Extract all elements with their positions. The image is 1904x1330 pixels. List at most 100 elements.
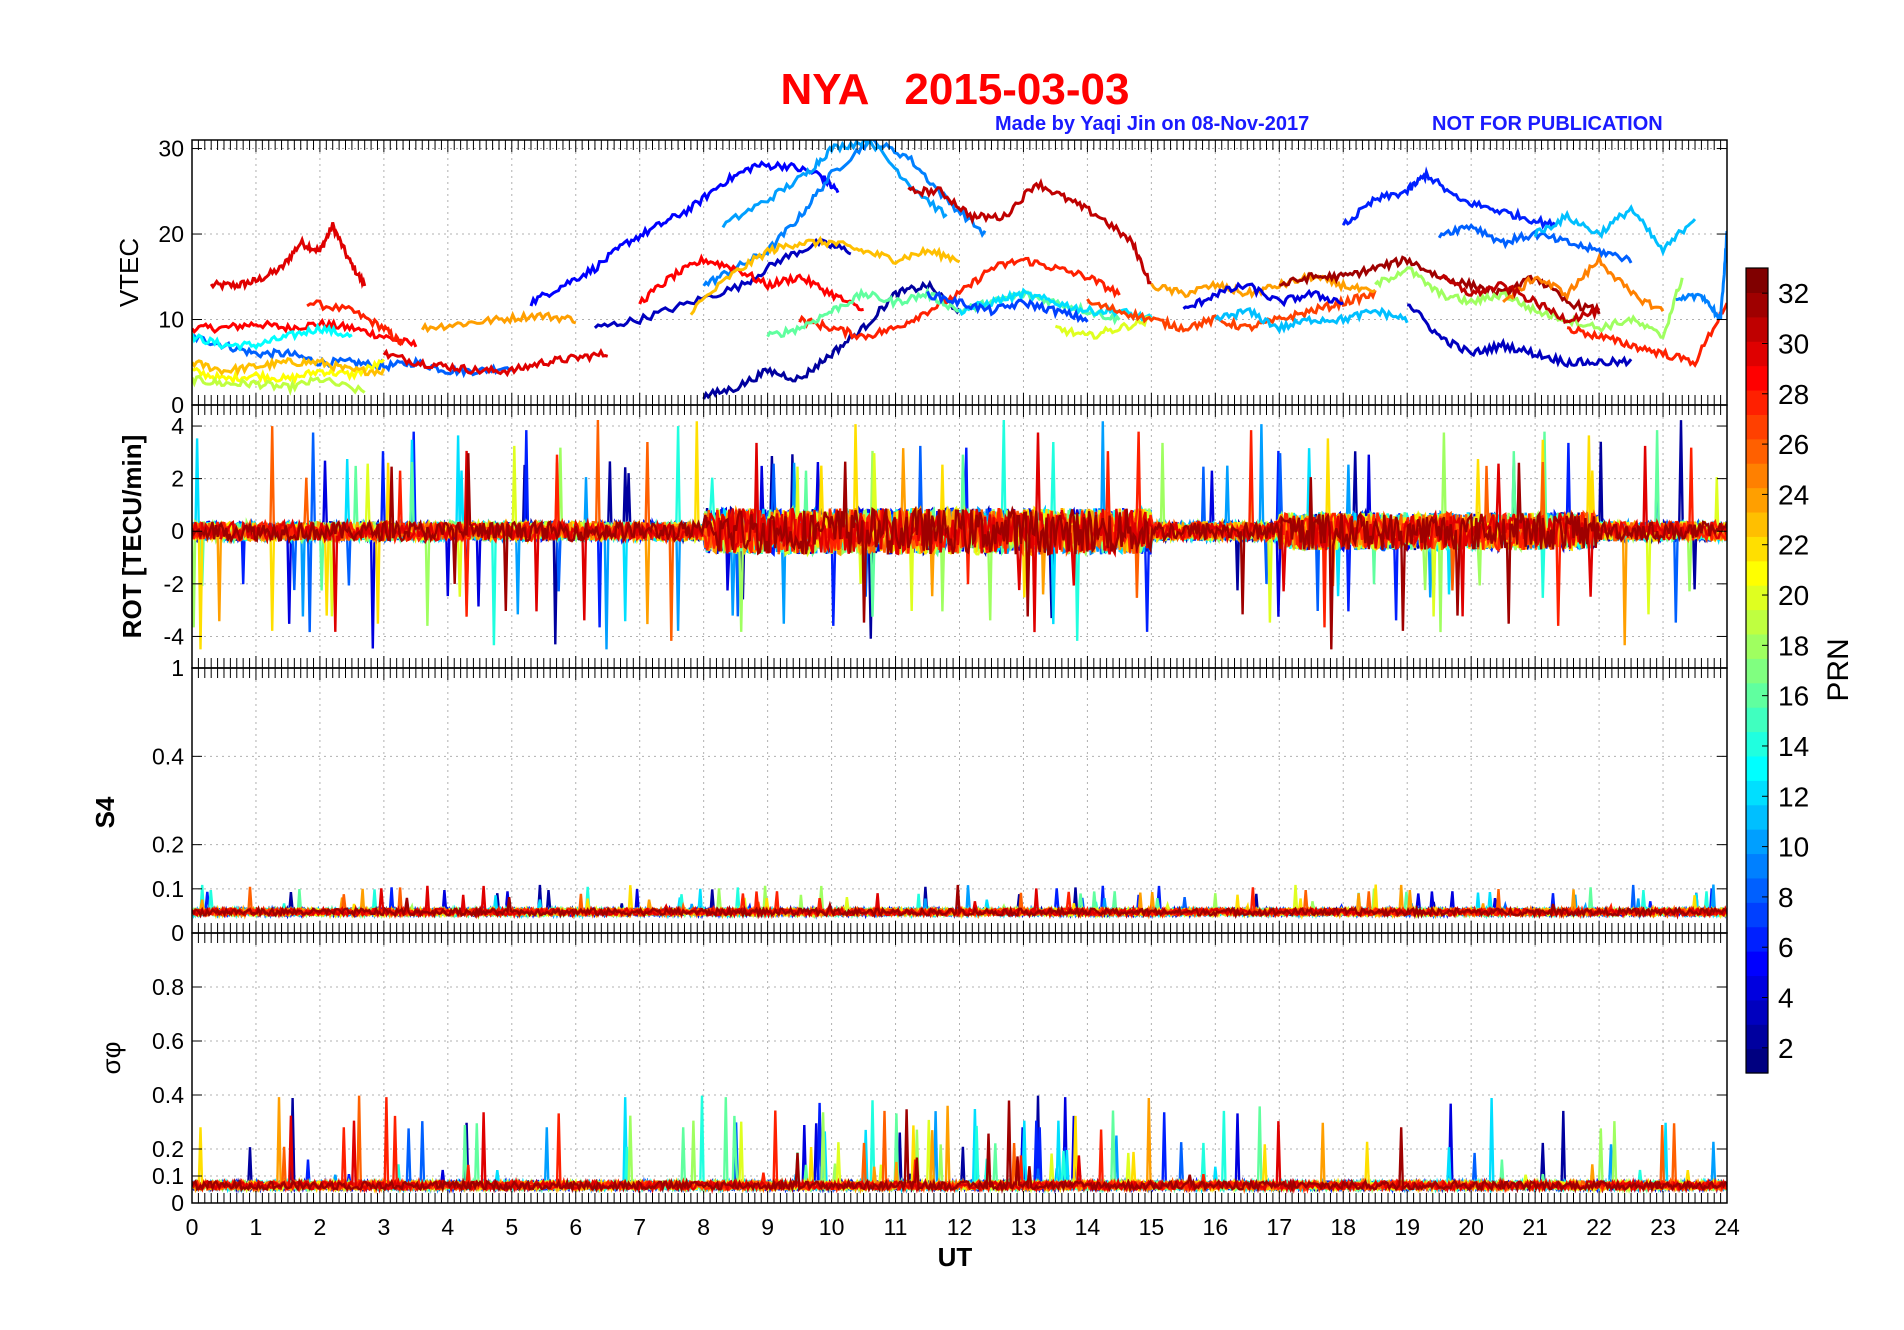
vtec-series-prn-11 bbox=[1533, 204, 1697, 257]
x-tick-label: 14 bbox=[1075, 1214, 1101, 1240]
vtec-series-prn-29 bbox=[638, 253, 864, 312]
colorbar-tick-label: 16 bbox=[1778, 681, 1809, 712]
colorbar-tick-label: 22 bbox=[1778, 530, 1809, 561]
x-tick-label: 22 bbox=[1586, 1214, 1612, 1240]
vtec-series-prn-23 bbox=[192, 356, 386, 378]
vtec-series-prn-3 bbox=[1407, 303, 1633, 368]
x-tick-label: 24 bbox=[1714, 1214, 1740, 1240]
x-tick-label: 21 bbox=[1522, 1214, 1548, 1240]
y-axis-label: S4 bbox=[90, 796, 120, 828]
colorbar-band bbox=[1746, 438, 1768, 464]
vtec-series-prn-23 bbox=[689, 235, 961, 316]
colorbar-tick-label: 14 bbox=[1778, 731, 1809, 762]
y-tick-label: 30 bbox=[158, 136, 184, 162]
colorbar-band bbox=[1746, 1048, 1768, 1074]
colorbar-label: PRN bbox=[1822, 638, 1855, 701]
vtec-series-prn-7 bbox=[926, 290, 1089, 324]
vtec-series-prn-24 bbox=[420, 310, 577, 334]
vtec-series-prn-10 bbox=[721, 140, 948, 229]
vtec-series-prn-8 bbox=[1437, 222, 1633, 264]
vtec-series-prn-28 bbox=[1566, 302, 1727, 368]
x-tick-label: 7 bbox=[633, 1214, 646, 1240]
colorbar-band bbox=[1746, 585, 1768, 611]
x-tick-label: 8 bbox=[697, 1214, 710, 1240]
x-axis-label: UT bbox=[938, 1242, 973, 1272]
vtec-series-prn-30 bbox=[382, 348, 609, 378]
vtec-series-prn-2 bbox=[702, 279, 961, 400]
vtec-series-prn-3 bbox=[593, 237, 852, 329]
panel-1-traces bbox=[192, 140, 1727, 400]
colorbar-band bbox=[1746, 853, 1768, 879]
y-tick-label: -2 bbox=[164, 571, 184, 597]
panel-3: 0.4 0.2 0.1 0 1 S4 bbox=[90, 655, 1728, 946]
y-tick-label: 1 bbox=[171, 655, 184, 681]
colorbar-band bbox=[1746, 292, 1768, 318]
y-tick-label: 0.8 bbox=[152, 974, 184, 1000]
colorbar-band bbox=[1746, 560, 1768, 586]
y-tick-label: 0 bbox=[171, 1190, 184, 1216]
colorbar-band bbox=[1746, 682, 1768, 708]
x-tick-label: 15 bbox=[1139, 1214, 1165, 1240]
colorbar-frame bbox=[1745, 267, 1769, 1074]
vtec-series-prn-6 bbox=[1341, 166, 1556, 231]
panel-2-series-prn-32 bbox=[192, 453, 1727, 650]
colorbar-band bbox=[1746, 975, 1768, 1001]
colorbar-band bbox=[1746, 268, 1768, 293]
colorbar-band bbox=[1746, 487, 1768, 513]
y-tick-label: 0.1 bbox=[152, 1163, 184, 1189]
x-tick-label: 10 bbox=[819, 1214, 845, 1240]
credit-text: Made by Yaqi Jin on 08-Nov-2017 bbox=[995, 113, 1309, 135]
panel-1: 30 20 10 0 VTEC bbox=[114, 136, 1728, 418]
y-tick-label: 0.2 bbox=[152, 832, 184, 858]
vtec-series-prn-31 bbox=[907, 177, 1152, 285]
vtec-series-prn-11 bbox=[1214, 306, 1409, 335]
y-tick-label: 0 bbox=[171, 518, 184, 544]
vtec-series-prn-20 bbox=[1054, 315, 1153, 340]
colorbar-tick-label: 8 bbox=[1778, 882, 1794, 913]
colorbar-band bbox=[1746, 755, 1768, 781]
y-tick-label: 0.6 bbox=[152, 1028, 184, 1054]
x-tick-label: 6 bbox=[569, 1214, 582, 1240]
y-tick-label: 20 bbox=[158, 221, 184, 247]
colorbar-tick-label: 30 bbox=[1778, 328, 1809, 359]
vtec-series-prn-28 bbox=[306, 299, 405, 347]
colorbar-tick-label: 12 bbox=[1778, 781, 1809, 812]
y-tick-label: 0.4 bbox=[152, 743, 184, 769]
publication-notice: NOT FOR PUBLICATION bbox=[1432, 113, 1663, 135]
panel-4-series-prn-32 bbox=[192, 1100, 1727, 1194]
colorbar: 32 30 28 26 24 22 20 18 16 14 12 10 8 6 4 2 PRN bbox=[1745, 267, 1855, 1074]
colorbar-band bbox=[1746, 999, 1768, 1025]
vtec-series-prn-4 bbox=[1182, 281, 1344, 310]
vtec-series-prn-24 bbox=[1150, 271, 1377, 299]
panel-3-series-prn-32 bbox=[192, 884, 1727, 920]
colorbar-tick-label: 4 bbox=[1778, 983, 1794, 1014]
colorbar-band bbox=[1746, 707, 1768, 733]
colorbar-tick-label: 32 bbox=[1778, 278, 1809, 309]
colorbar-band bbox=[1746, 804, 1768, 830]
colorbar-tick-label: 6 bbox=[1778, 932, 1794, 963]
colorbar-band bbox=[1746, 511, 1768, 537]
panel-4-traces bbox=[192, 1095, 1727, 1195]
x-tick-label: 23 bbox=[1650, 1214, 1676, 1240]
colorbar-band bbox=[1746, 463, 1768, 489]
vtec-series-prn-13 bbox=[192, 322, 353, 352]
colorbar-band bbox=[1746, 609, 1768, 635]
colorbar-band bbox=[1746, 829, 1768, 855]
vtec-series-prn-30 bbox=[209, 222, 367, 292]
vtec-series-prn-19 bbox=[192, 374, 366, 396]
x-tick-label: 16 bbox=[1203, 1214, 1229, 1240]
x-tick-label: 1 bbox=[250, 1214, 263, 1240]
y-tick-label: 0.1 bbox=[152, 876, 184, 902]
panel-2: 4 2 0 -2 -4 ROT [TECU/min] bbox=[117, 404, 1728, 669]
y-tick-label: 0.2 bbox=[152, 1136, 184, 1162]
figure-title: NYA 2015-03-03 bbox=[781, 65, 1130, 114]
y-tick-label: 2 bbox=[171, 466, 184, 492]
y-tick-label: 0 bbox=[171, 392, 184, 418]
colorbar-tick-label: 24 bbox=[1778, 479, 1809, 510]
x-tick-label: 3 bbox=[377, 1214, 390, 1240]
colorbar-tick-label: 28 bbox=[1778, 379, 1809, 410]
colorbar-band bbox=[1746, 536, 1768, 562]
x-tick-label: 20 bbox=[1458, 1214, 1484, 1240]
